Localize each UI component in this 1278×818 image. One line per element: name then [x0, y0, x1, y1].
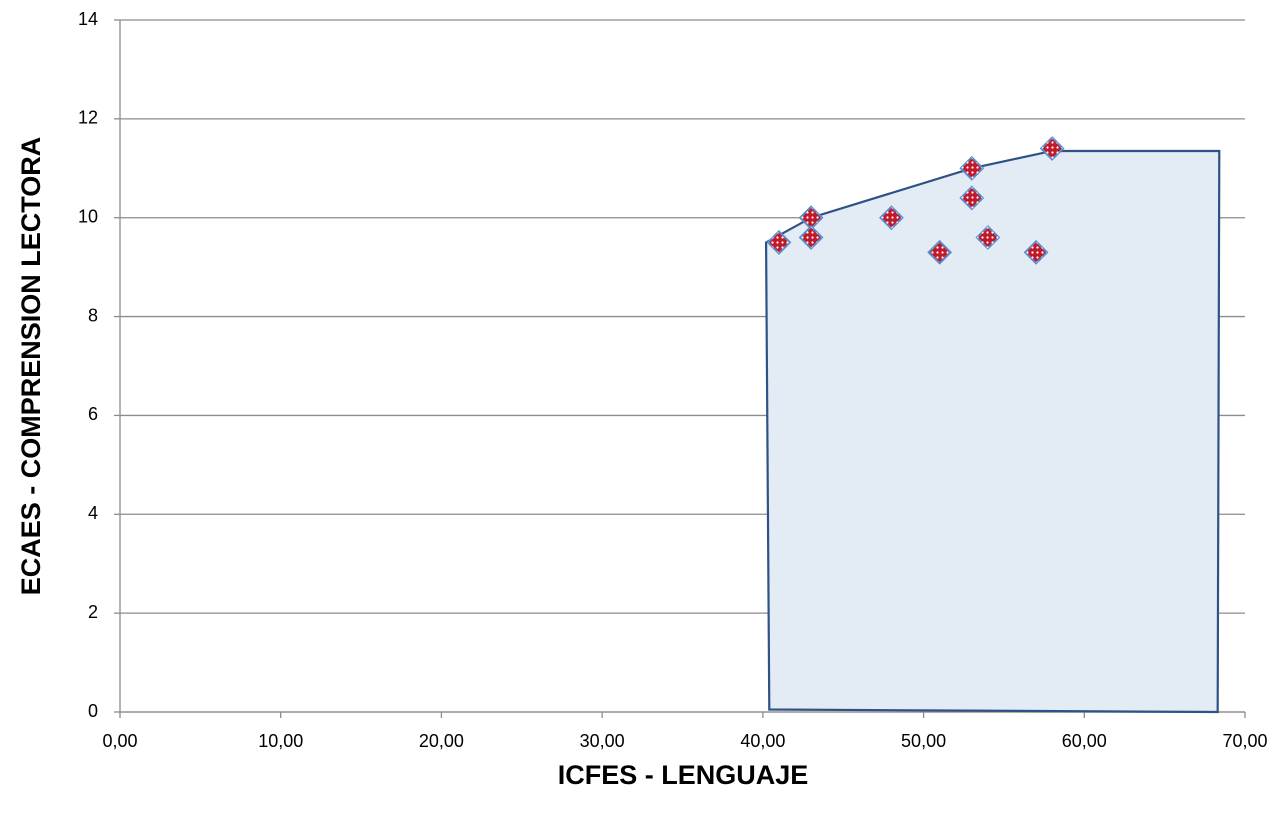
y-axis-title: ECAES - COMPRENSION LECTORA: [16, 137, 46, 596]
point-texture: [767, 231, 790, 254]
y-tick-label: 2: [88, 602, 98, 622]
x-tick-label: 50,00: [901, 731, 946, 751]
y-tick-label: 4: [88, 503, 98, 523]
point-texture: [800, 226, 823, 249]
point-texture: [1041, 137, 1064, 160]
region: [764, 149, 1221, 714]
point-texture: [976, 226, 999, 249]
x-tick-label: 60,00: [1062, 731, 1107, 751]
y-tick-label: 10: [78, 206, 98, 226]
point-texture: [800, 206, 823, 229]
y-tick-label: 0: [88, 701, 98, 721]
point-texture: [928, 241, 951, 264]
x-tick-label: 40,00: [740, 731, 785, 751]
y-tick-label: 14: [78, 9, 98, 29]
x-axis-title: ICFES - LENGUAJE: [558, 760, 809, 790]
point-texture: [1025, 241, 1048, 264]
x-tick-label: 10,00: [258, 731, 303, 751]
y-tick-label: 12: [78, 108, 98, 128]
x-tick-label: 70,00: [1222, 731, 1267, 751]
point-texture: [880, 206, 903, 229]
point-texture: [960, 157, 983, 180]
x-tick-label: 0,00: [102, 731, 137, 751]
y-tick-label: 8: [88, 305, 98, 325]
x-tick-label: 20,00: [419, 731, 464, 751]
point-texture: [960, 186, 983, 209]
y-tick-label: 6: [88, 404, 98, 424]
x-tick-label: 30,00: [580, 731, 625, 751]
